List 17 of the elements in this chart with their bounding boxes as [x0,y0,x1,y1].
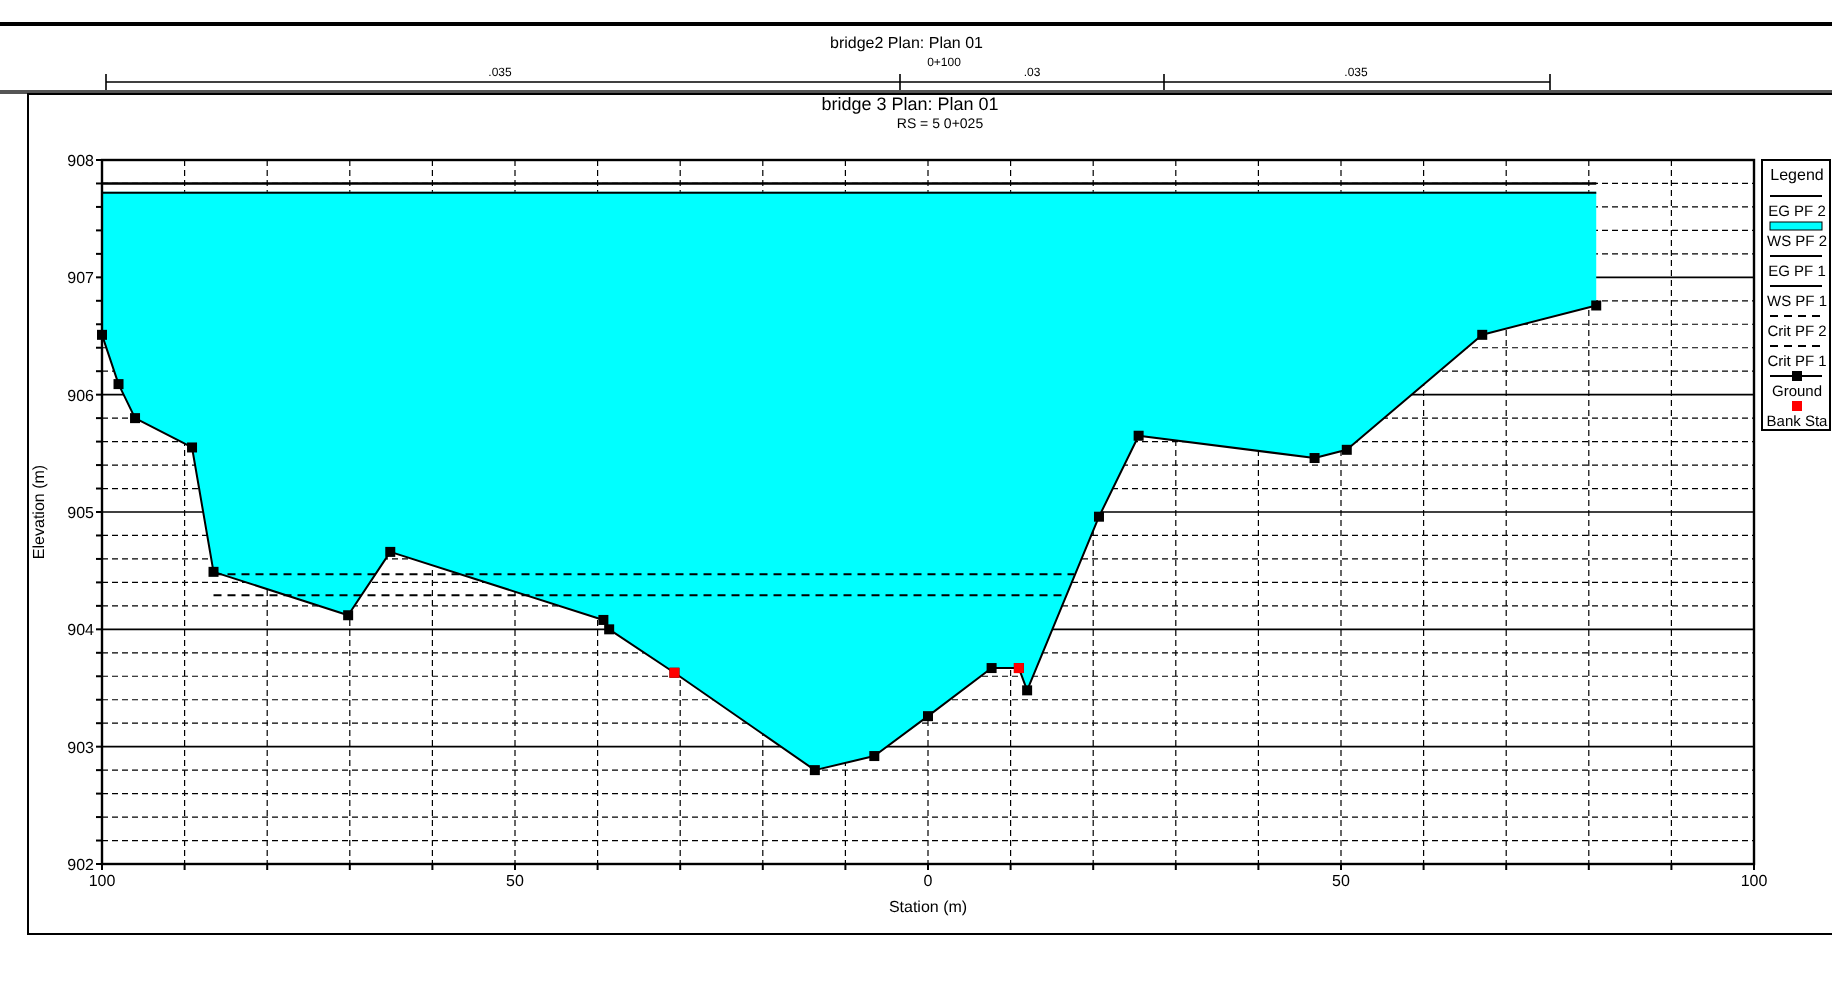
x-tick-label: 50 [1332,872,1351,890]
chart-title: bridge 3 Plan: Plan 01 [821,94,999,114]
y-tick-label: 902 [67,856,96,874]
x-tick-label: 50 [506,872,525,890]
x-tick-label: 100 [1740,872,1769,890]
y-tick-label: 903 [67,738,96,757]
y-axis-title: Elevation (m) [30,464,48,560]
y-tick-label: 905 [67,504,96,522]
x-axis-title: Station (m) [888,898,968,916]
x-tick-label: 100 [88,872,117,890]
y-tick-label: 904 [67,621,96,640]
x-tick-label: 0 [923,872,934,890]
legend-title: Legend [1770,166,1824,184]
text: bridge2 Plan: Plan 01 [830,34,985,52]
y-tick-label: 908 [67,152,96,170]
y-tick-label: 906 [67,386,96,405]
y-tick-label: 907 [67,269,96,288]
